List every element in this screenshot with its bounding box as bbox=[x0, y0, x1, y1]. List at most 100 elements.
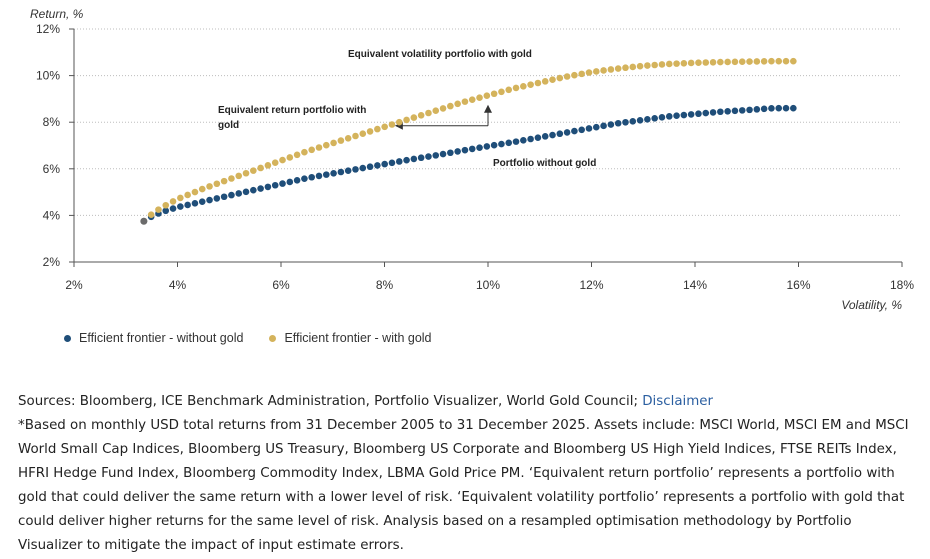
point-without-gold bbox=[614, 119, 622, 127]
y-axis-label: Return, % bbox=[30, 7, 84, 21]
x-tick-label: 14% bbox=[683, 278, 707, 292]
point-with-gold bbox=[213, 180, 221, 188]
point-without-gold bbox=[301, 175, 308, 182]
chart-notes: Sources: Bloomberg, ICE Benchmark Admini… bbox=[18, 390, 918, 558]
footnote-text: *Based on monthly USD total returns from… bbox=[18, 418, 909, 553]
point-with-gold bbox=[520, 82, 527, 90]
disclaimer-link[interactable]: Disclaimer bbox=[642, 394, 714, 409]
point-without-gold bbox=[432, 152, 440, 159]
point-without-gold bbox=[592, 123, 600, 131]
point-with-gold bbox=[490, 90, 498, 98]
point-with-gold bbox=[301, 148, 308, 156]
point-with-gold bbox=[629, 63, 637, 71]
legend-item-with-gold: Efficient frontier - with gold bbox=[269, 331, 432, 345]
point-with-gold bbox=[162, 201, 170, 209]
point-without-gold bbox=[651, 115, 658, 122]
y-tick-label: 6% bbox=[43, 162, 61, 176]
point-without-gold bbox=[417, 154, 425, 162]
point-without-gold bbox=[410, 155, 418, 163]
point-with-gold bbox=[753, 58, 761, 65]
point-with-gold bbox=[330, 139, 337, 147]
point-with-gold bbox=[169, 198, 177, 205]
point-without-gold bbox=[687, 111, 695, 118]
point-without-gold bbox=[279, 180, 286, 187]
point-without-gold bbox=[206, 196, 213, 204]
point-with-gold bbox=[388, 121, 396, 128]
legend-dot-with-gold-icon bbox=[269, 334, 277, 342]
point-without-gold bbox=[768, 105, 775, 112]
point-without-gold bbox=[286, 178, 294, 186]
point-with-gold bbox=[622, 64, 629, 72]
point-with-gold bbox=[782, 57, 790, 65]
point-without-gold bbox=[330, 170, 337, 177]
legend-dot-without-gold-icon bbox=[64, 334, 71, 342]
point-without-gold bbox=[600, 122, 607, 130]
point-without-gold bbox=[177, 203, 184, 210]
point-with-gold bbox=[454, 100, 461, 108]
point-with-gold bbox=[177, 194, 184, 202]
point-without-gold bbox=[498, 140, 505, 148]
point-without-gold bbox=[753, 106, 761, 113]
point-with-gold bbox=[293, 151, 301, 159]
point-with-gold bbox=[578, 70, 586, 78]
point-with-gold bbox=[206, 183, 213, 190]
point-with-gold bbox=[644, 62, 651, 69]
point-with-gold bbox=[147, 211, 155, 218]
point-with-gold bbox=[600, 67, 607, 74]
point-without-gold bbox=[352, 166, 359, 173]
point-without-gold bbox=[702, 109, 710, 117]
arrow-up-head bbox=[484, 104, 492, 113]
point-with-gold bbox=[673, 60, 680, 67]
point-with-gold bbox=[366, 128, 374, 135]
point-without-gold bbox=[644, 116, 651, 123]
point-without-gold bbox=[322, 171, 330, 178]
series-without-gold bbox=[140, 104, 797, 225]
point-with-gold bbox=[461, 98, 469, 105]
point-with-gold bbox=[417, 112, 425, 119]
point-with-gold bbox=[702, 59, 710, 66]
point-without-gold bbox=[454, 148, 461, 155]
point-without-gold bbox=[746, 106, 753, 114]
point-without-gold bbox=[578, 126, 586, 134]
point-without-gold bbox=[191, 200, 199, 207]
point-with-gold bbox=[198, 185, 206, 193]
annotation-return-portfolio-line1: Equivalent return portfolio with bbox=[218, 105, 366, 116]
point-without-gold bbox=[549, 131, 556, 139]
point-without-gold bbox=[293, 177, 301, 184]
point-with-gold bbox=[395, 118, 403, 126]
point-with-gold bbox=[476, 94, 483, 101]
point-without-gold bbox=[447, 149, 454, 157]
point-without-gold bbox=[738, 107, 746, 114]
point-with-gold bbox=[410, 114, 418, 121]
point-without-gold bbox=[490, 141, 498, 149]
point-without-gold bbox=[439, 150, 447, 158]
point-with-gold bbox=[680, 59, 688, 67]
point-without-gold bbox=[271, 181, 279, 189]
point-without-gold bbox=[476, 144, 483, 151]
tick-labels: 2% 4% 6% 8% 10% 12% 14% 16% 18% 2% 4% 6% 8% 10% 12% bbox=[36, 22, 914, 292]
point-with-gold bbox=[571, 71, 578, 79]
point-without-gold bbox=[607, 121, 615, 128]
point-with-gold bbox=[337, 137, 345, 144]
point-without-gold bbox=[468, 145, 476, 153]
point-without-gold bbox=[585, 125, 593, 132]
point-without-gold bbox=[680, 111, 688, 119]
point-without-gold bbox=[665, 113, 673, 120]
point-with-gold bbox=[636, 62, 644, 70]
point-with-gold bbox=[308, 146, 316, 154]
point-with-gold bbox=[746, 58, 753, 65]
point-without-gold bbox=[403, 156, 410, 164]
point-without-gold bbox=[709, 109, 717, 116]
x-tick-label: 4% bbox=[169, 278, 187, 292]
point-with-gold bbox=[374, 125, 381, 133]
point-without-gold bbox=[775, 104, 783, 112]
point-with-gold bbox=[468, 96, 476, 103]
point-with-gold bbox=[658, 61, 666, 68]
point-with-gold bbox=[344, 135, 352, 142]
point-without-gold bbox=[724, 107, 731, 115]
point-without-gold bbox=[512, 138, 520, 145]
point-without-gold bbox=[658, 114, 666, 121]
point-without-gold bbox=[235, 190, 243, 197]
point-without-gold bbox=[760, 105, 768, 113]
sources-line: Sources: Bloomberg, ICE Benchmark Admini… bbox=[18, 390, 918, 414]
